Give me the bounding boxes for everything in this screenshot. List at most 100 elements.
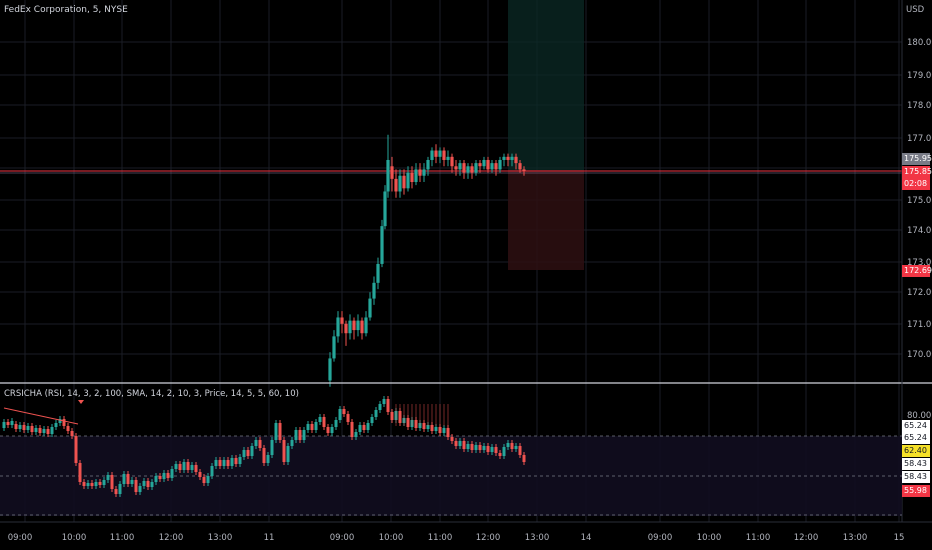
indicator-body bbox=[146, 481, 150, 487]
candle-body bbox=[356, 320, 360, 331]
candle-body bbox=[478, 163, 482, 167]
indicator-body bbox=[90, 483, 94, 486]
indicator-body bbox=[314, 422, 318, 430]
indicator-body bbox=[326, 427, 330, 433]
indicator-body bbox=[322, 417, 326, 427]
indicator-body bbox=[258, 440, 262, 448]
indicator-body bbox=[110, 475, 114, 489]
time-tick-label: 11:00 bbox=[746, 533, 771, 543]
current-price-tag: 175.95 bbox=[902, 153, 932, 165]
indicator-body bbox=[238, 457, 242, 464]
indicator-body bbox=[274, 423, 278, 440]
indicator-body bbox=[206, 476, 210, 483]
candle-body bbox=[442, 150, 446, 160]
countdown-tag: 02:08 bbox=[902, 178, 930, 190]
price-tick-label: 170.00 bbox=[907, 350, 932, 360]
indicator-body bbox=[22, 425, 26, 430]
indicator-body bbox=[262, 448, 266, 463]
indicator-body bbox=[66, 426, 70, 431]
candle-body bbox=[462, 163, 466, 173]
indicator-body bbox=[390, 412, 394, 420]
time-tick-label: 09:00 bbox=[330, 533, 355, 543]
candle-body bbox=[394, 178, 398, 192]
indicator-body bbox=[42, 429, 46, 433]
indicator-body bbox=[302, 430, 306, 440]
indicator-body bbox=[34, 428, 38, 432]
indicator-body bbox=[342, 409, 346, 414]
indicator-body bbox=[182, 462, 186, 470]
indicator-body bbox=[382, 399, 386, 404]
indicator-body bbox=[358, 425, 362, 432]
indicator-body bbox=[446, 428, 450, 437]
time-tick-label: 11 bbox=[264, 533, 275, 543]
candle-body bbox=[518, 163, 522, 170]
candle-body bbox=[383, 191, 387, 227]
indicator-body bbox=[222, 460, 226, 466]
indicator-body bbox=[230, 458, 234, 466]
candle-body bbox=[426, 159, 430, 170]
price-tick-label: 171.00 bbox=[907, 320, 932, 330]
candle-body bbox=[328, 358, 332, 381]
indicator-body bbox=[506, 443, 510, 447]
price-tick-label: 174.00 bbox=[907, 226, 932, 236]
last-price-tag: 175.85 bbox=[902, 166, 932, 178]
indicator-body bbox=[494, 447, 498, 453]
indicator-body bbox=[458, 441, 462, 446]
indicator-body bbox=[438, 427, 442, 433]
indicator-body bbox=[158, 476, 162, 479]
time-tick-label: 09:00 bbox=[648, 533, 673, 543]
indicator-body bbox=[466, 444, 470, 449]
price-tick-label: 173.00 bbox=[907, 258, 932, 268]
indicator-body bbox=[462, 441, 466, 449]
indicator-body bbox=[474, 445, 478, 450]
candle-body bbox=[352, 320, 356, 331]
candle-body bbox=[332, 336, 336, 359]
candle-body bbox=[398, 175, 402, 192]
indicator-body bbox=[370, 417, 374, 423]
indicator-body bbox=[178, 464, 182, 470]
candle-body bbox=[506, 156, 510, 160]
candle-body bbox=[474, 163, 478, 173]
divergence-marker bbox=[78, 400, 84, 404]
candle-body bbox=[344, 323, 348, 334]
indicator-body bbox=[310, 424, 314, 430]
candle-body bbox=[498, 159, 502, 170]
indicator-body bbox=[150, 482, 154, 487]
indicator-body bbox=[50, 427, 54, 434]
indicator-body bbox=[450, 437, 454, 441]
indicator-body bbox=[202, 477, 206, 483]
candle-body bbox=[514, 156, 518, 164]
candle-body bbox=[490, 163, 494, 170]
price-tick-label: 179.00 bbox=[907, 71, 932, 81]
indicator-body bbox=[70, 431, 74, 436]
indicator-body bbox=[210, 466, 214, 476]
indicator-body bbox=[282, 440, 286, 462]
indicator-body bbox=[454, 441, 458, 446]
divergence-line bbox=[3, 407, 79, 425]
indicator-body bbox=[54, 423, 58, 427]
candle-body bbox=[494, 163, 498, 170]
indicator-body bbox=[294, 430, 298, 440]
indicator-body bbox=[174, 464, 178, 469]
price-tick-label: 177.00 bbox=[907, 134, 932, 144]
indicator-body bbox=[378, 404, 382, 410]
candle-body bbox=[364, 317, 368, 334]
indicator-body bbox=[426, 425, 430, 429]
indicator-body bbox=[354, 432, 358, 437]
indicator-body bbox=[130, 480, 134, 484]
candle-body bbox=[402, 175, 406, 189]
time-tick-label: 10:00 bbox=[697, 533, 722, 543]
indicator-body bbox=[306, 424, 310, 430]
indicator-body bbox=[30, 426, 34, 432]
candle-body bbox=[340, 317, 344, 324]
time-tick-label: 14 bbox=[581, 533, 592, 543]
indicator-body bbox=[58, 419, 62, 423]
indicator-body bbox=[226, 460, 230, 466]
indicator-body bbox=[486, 446, 490, 452]
indicator-body bbox=[434, 427, 438, 431]
candle-body bbox=[446, 156, 450, 160]
time-tick-label: 15 bbox=[894, 533, 905, 543]
indicator-body bbox=[194, 465, 198, 472]
